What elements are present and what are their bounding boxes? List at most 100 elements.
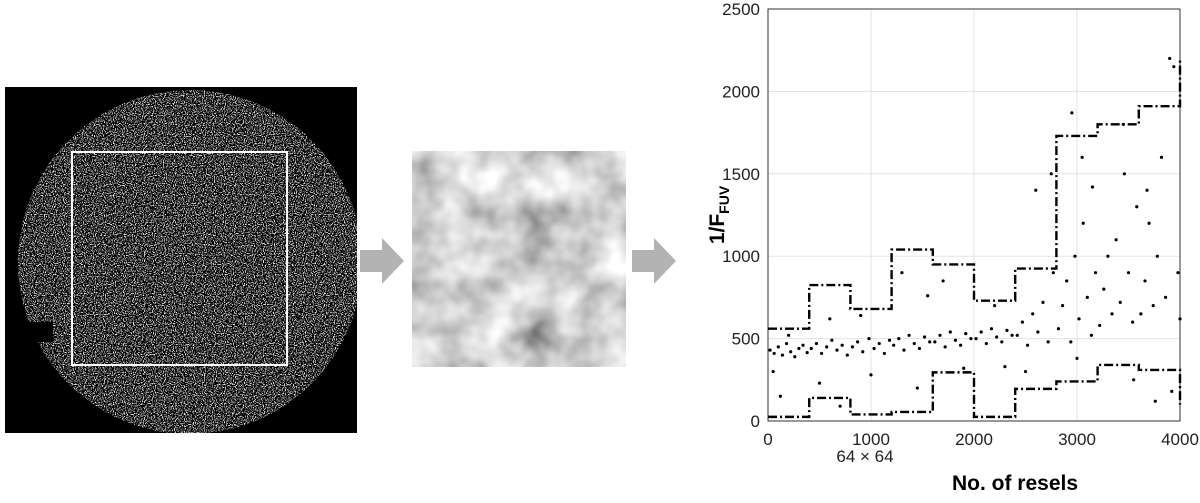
point	[772, 351, 776, 356]
point	[1077, 317, 1081, 321]
point	[979, 330, 983, 334]
point	[793, 355, 797, 359]
point	[887, 338, 892, 342]
x-axis-label: No. of resels	[952, 472, 1078, 495]
point	[928, 340, 932, 344]
point	[969, 337, 973, 341]
point	[1168, 56, 1172, 61]
point	[1122, 172, 1126, 176]
point	[995, 335, 999, 339]
point	[1081, 221, 1085, 225]
point	[1090, 185, 1095, 189]
point	[915, 386, 919, 390]
point	[993, 304, 997, 308]
point	[1025, 343, 1030, 347]
point	[1155, 254, 1159, 258]
y-tick-label: 2000	[722, 82, 760, 101]
plot-frame	[767, 8, 1181, 422]
point	[1046, 340, 1050, 344]
point	[771, 369, 775, 374]
point	[859, 313, 863, 318]
point	[1178, 317, 1182, 321]
annotation: 64 × 64	[836, 447, 893, 466]
scatter-chart: 1/FFUV 64 × 64 No. of resels 0 500 1000 150…	[706, 0, 1199, 495]
point	[959, 343, 963, 347]
y-tick-label: 1500	[722, 165, 760, 184]
point	[1049, 172, 1053, 176]
point	[872, 346, 876, 351]
point	[1085, 295, 1089, 299]
point	[861, 350, 865, 354]
point	[1069, 340, 1073, 344]
point	[1015, 333, 1019, 337]
detector-notch	[25, 322, 53, 342]
point	[1143, 279, 1147, 283]
arrow	[632, 238, 676, 284]
point	[778, 394, 782, 398]
y-label-sub: FUV	[716, 185, 732, 214]
point	[1031, 312, 1035, 316]
point	[882, 351, 886, 356]
zoom-image	[412, 151, 626, 367]
point	[1147, 221, 1151, 225]
x-tick-label: 1000	[852, 430, 890, 449]
point	[1080, 155, 1084, 159]
point	[856, 340, 860, 344]
arrow	[360, 238, 404, 284]
y-tick-label: 0	[751, 412, 760, 431]
point	[933, 340, 937, 344]
point	[1075, 356, 1079, 360]
point	[1070, 111, 1074, 115]
point	[845, 353, 849, 357]
point	[938, 333, 942, 337]
point	[892, 343, 896, 347]
point	[907, 333, 911, 337]
point	[828, 317, 832, 321]
point	[825, 345, 829, 349]
point	[1159, 155, 1164, 159]
point	[789, 350, 793, 354]
point	[1051, 271, 1055, 275]
point	[1005, 328, 1009, 332]
point	[900, 271, 904, 275]
point	[912, 341, 916, 346]
y-label-main: 1/F	[706, 214, 729, 245]
point	[1102, 287, 1106, 291]
y-tick-label: 500	[732, 330, 760, 349]
x-tick-label: 0	[763, 430, 772, 449]
point	[922, 335, 927, 339]
point	[797, 346, 801, 351]
y-tick-label: 1000	[722, 247, 760, 266]
point	[840, 343, 844, 347]
point	[1041, 300, 1045, 304]
point	[814, 341, 819, 346]
point	[1010, 333, 1014, 337]
point	[1176, 271, 1180, 275]
point	[974, 337, 978, 341]
step-line	[768, 363, 1182, 419]
x-tick-label: 4000	[1161, 430, 1199, 449]
point	[989, 327, 994, 331]
point	[962, 366, 966, 370]
point	[1172, 65, 1176, 69]
point	[1098, 323, 1102, 328]
point	[787, 333, 791, 337]
point	[1110, 312, 1114, 316]
point	[1073, 254, 1077, 258]
point	[1034, 188, 1038, 192]
point	[817, 381, 822, 385]
point	[984, 341, 988, 346]
point	[1126, 271, 1131, 275]
point	[1023, 369, 1028, 374]
point	[1145, 188, 1149, 192]
x-tick-label: 3000	[1058, 430, 1096, 449]
point	[902, 348, 906, 352]
point	[1056, 327, 1061, 331]
point	[1131, 320, 1135, 324]
point	[1093, 271, 1098, 275]
point	[917, 346, 922, 351]
point	[1020, 320, 1025, 324]
point	[1036, 330, 1040, 334]
point	[943, 345, 947, 349]
point	[1065, 279, 1069, 283]
